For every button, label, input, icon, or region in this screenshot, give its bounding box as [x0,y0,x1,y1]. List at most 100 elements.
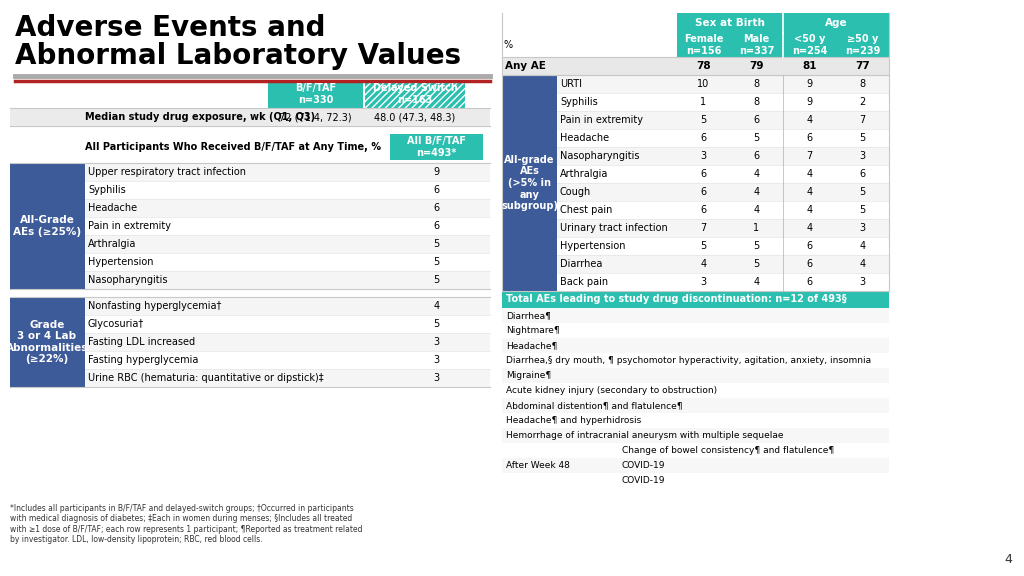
Text: Age: Age [824,18,847,28]
Text: 6: 6 [700,205,707,215]
Text: Migraine¶: Migraine¶ [506,371,551,380]
Text: 3: 3 [433,373,439,383]
Bar [268,80,362,108]
Text: All-Grade
AEs (≥25%): All-Grade AEs (≥25%) [13,215,81,237]
Bar [502,413,889,428]
Bar [10,297,85,387]
Text: Diarrhea¶: Diarrhea¶ [506,311,551,320]
Bar [390,134,483,160]
Bar [10,163,85,289]
Text: Female
n=156: Female n=156 [684,34,723,56]
Text: 7: 7 [700,223,707,233]
Text: Median study drug exposure, wk (Q1, Q3): Median study drug exposure, wk (Q1, Q3) [85,112,315,122]
Text: Diarrhea: Diarrhea [560,259,602,269]
Bar [677,13,783,33]
Text: 4: 4 [754,169,760,179]
Text: Total AEs leading to study drug discontinuation: n=12 of 493§: Total AEs leading to study drug disconti… [506,294,847,305]
Text: 6: 6 [807,277,813,287]
Text: 1: 1 [700,97,707,107]
Text: 5: 5 [700,241,707,251]
Text: 10: 10 [697,79,710,89]
Bar [502,458,889,473]
Bar [10,108,490,126]
Text: 1: 1 [754,223,760,233]
Text: Abdominal distention¶ and flatulence¶: Abdominal distention¶ and flatulence¶ [506,401,683,410]
Text: After Week 48: After Week 48 [506,461,570,470]
Text: 7: 7 [859,115,865,125]
Bar [502,398,889,413]
Bar [677,33,730,57]
Text: 79: 79 [750,61,764,71]
Text: 3: 3 [700,151,707,161]
Text: 4: 4 [859,241,865,251]
Bar [557,255,889,273]
Text: 5: 5 [700,115,707,125]
Text: 5: 5 [433,257,439,267]
Bar [85,253,490,271]
Text: Headache: Headache [560,133,609,143]
Text: 9: 9 [433,167,439,177]
Text: 3: 3 [859,277,865,287]
Text: 6: 6 [433,185,439,195]
Text: Cough: Cough [560,187,591,197]
Bar [836,33,889,57]
Bar [502,323,889,338]
Text: 4: 4 [1005,553,1012,566]
Bar [557,183,889,201]
Text: Pain in extremity: Pain in extremity [560,115,643,125]
Bar [502,383,889,398]
Text: 7: 7 [806,151,813,161]
Bar [557,111,889,129]
Text: URTI: URTI [560,79,582,89]
Text: COVID-19: COVID-19 [622,476,666,485]
Bar [783,33,836,57]
Text: 5: 5 [433,275,439,285]
Text: Hypertension: Hypertension [560,241,626,251]
Text: 4: 4 [859,259,865,269]
Bar [730,33,783,57]
Text: 4: 4 [807,169,813,179]
Text: 9: 9 [807,97,813,107]
Text: 3: 3 [700,277,707,287]
Text: Arthralgia: Arthralgia [88,239,136,249]
Text: COVID-19: COVID-19 [622,461,666,470]
Text: Urine RBC (hematuria: quantitative or dipstick)‡: Urine RBC (hematuria: quantitative or di… [88,373,324,383]
Text: <50 y
n=254: <50 y n=254 [792,34,827,56]
Text: Grade
3 or 4 Lab
Abnormalities
(≥22%): Grade 3 or 4 Lab Abnormalities (≥22%) [6,320,88,365]
Bar [502,368,889,383]
Text: Headache¶: Headache¶ [506,341,557,350]
Bar [502,308,889,323]
Text: 4: 4 [807,205,813,215]
Text: 4: 4 [700,259,707,269]
Text: Any AE: Any AE [505,61,546,71]
Text: 4: 4 [754,277,760,287]
Text: 6: 6 [807,133,813,143]
Bar [85,235,490,253]
Text: Nightmare¶: Nightmare¶ [506,326,560,335]
Text: 8: 8 [754,79,760,89]
Bar [557,201,889,219]
Bar [557,147,889,165]
Bar [85,351,490,369]
Text: 78: 78 [696,61,711,71]
Bar [502,57,889,75]
Bar [557,75,889,93]
Bar [85,163,490,181]
Text: 4: 4 [754,205,760,215]
Text: 4: 4 [807,187,813,197]
Bar [85,217,490,235]
Bar [557,273,889,291]
Text: 4: 4 [807,115,813,125]
Text: Abnormal Laboratory Values: Abnormal Laboratory Values [15,42,461,70]
Bar [85,271,490,289]
Bar [557,237,889,255]
Bar [85,369,490,387]
Bar [85,199,490,217]
Bar [85,333,490,351]
Text: All-grade
AEs
(>5% in
any
subgroup): All-grade AEs (>5% in any subgroup) [501,155,558,211]
Bar [783,13,889,33]
Text: Pain in extremity: Pain in extremity [88,221,171,231]
Text: %: % [504,40,513,50]
Text: 4: 4 [754,187,760,197]
Text: Syphilis: Syphilis [560,97,598,107]
